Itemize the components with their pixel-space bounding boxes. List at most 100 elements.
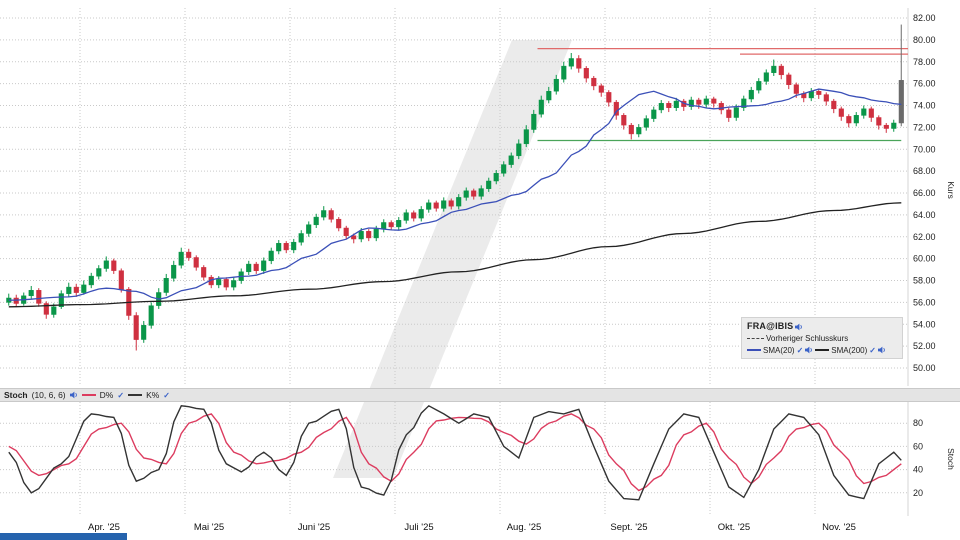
candle-body <box>568 58 574 67</box>
candle-body <box>163 278 169 293</box>
candle-body <box>201 267 207 278</box>
candle-body <box>186 251 192 258</box>
candle-body <box>606 92 612 103</box>
candle-body <box>231 280 237 288</box>
candle-body <box>846 116 852 124</box>
candle-body <box>343 227 349 236</box>
k-label[interactable]: K% <box>146 390 160 400</box>
candle-body <box>261 260 267 271</box>
price-tick-label: 66.00 <box>913 188 936 198</box>
sma20-check-icon[interactable]: ✓ <box>796 345 804 355</box>
candle-body <box>246 263 252 273</box>
candle-body <box>771 65 777 73</box>
sma20-line <box>8 88 902 301</box>
candle-body <box>748 89 754 100</box>
candle-body <box>328 210 334 220</box>
d-label[interactable]: D% <box>99 390 114 400</box>
candle-body <box>516 143 522 157</box>
candle-body <box>651 109 657 119</box>
candle-body <box>28 290 34 297</box>
speaker-icon[interactable] <box>877 346 886 354</box>
candle-body <box>591 77 597 87</box>
candle-body <box>358 231 364 240</box>
d-check-icon[interactable]: ✓ <box>117 390 125 400</box>
stoch-k-line <box>8 404 902 501</box>
x-axis-month-label: Juli '25 <box>404 522 433 533</box>
candle-body <box>456 197 462 207</box>
candle-body <box>576 58 582 69</box>
candle-body <box>621 115 627 126</box>
candle-body <box>673 100 679 108</box>
stoch-plot-area[interactable] <box>0 402 908 516</box>
candle-body <box>486 180 492 189</box>
candle-body <box>216 279 222 286</box>
candle-body <box>396 220 402 228</box>
price-tick-label: 82.00 <box>913 13 936 23</box>
prev-close-label: Vorheriger Schlusskurs <box>766 334 849 344</box>
candle-body <box>741 98 747 108</box>
speaker-icon[interactable] <box>795 323 803 331</box>
stoch-params: (10, 6, 6) <box>31 390 66 400</box>
candle-body <box>388 222 394 228</box>
sma20-line-sample <box>747 349 761 352</box>
price-tick-label: 50.00 <box>913 363 936 373</box>
candle-body <box>523 129 529 145</box>
candle-body <box>613 101 619 116</box>
candle-body <box>583 68 589 79</box>
sma200-line-sample <box>815 349 830 352</box>
candle-body <box>838 108 844 117</box>
candle-body <box>283 243 289 251</box>
instrument-symbol: FRA@IBIS <box>747 321 794 331</box>
sma200-label[interactable]: SMA(200) <box>831 345 868 355</box>
candle-body <box>891 122 897 129</box>
price-tick-label: 52.00 <box>913 341 936 351</box>
candle-body <box>688 99 694 107</box>
price-tick-label: 70.00 <box>913 144 936 154</box>
candle-body <box>88 275 94 286</box>
stoch-tick-label: 40 <box>913 465 923 475</box>
candle-body <box>553 78 559 92</box>
candle-body <box>493 173 499 182</box>
candle-body <box>73 286 79 293</box>
price-tick-label: 60.00 <box>913 254 936 264</box>
candle-body <box>883 124 889 129</box>
candle-body <box>823 94 829 102</box>
price-tick-label: 74.00 <box>913 101 936 111</box>
candle-body <box>471 190 477 197</box>
candle-body <box>178 251 184 266</box>
sma20-label[interactable]: SMA(20) <box>763 345 795 355</box>
sma200-check-icon[interactable]: ✓ <box>869 345 876 355</box>
candle-body <box>696 99 702 105</box>
candle-body <box>433 202 439 209</box>
candle-body <box>133 315 139 340</box>
candle-body <box>763 72 769 82</box>
price-tick-label: 56.00 <box>913 297 936 307</box>
candle-body <box>876 117 882 126</box>
candle-body <box>366 231 372 239</box>
candle-body <box>636 127 642 135</box>
candle-body <box>448 200 454 207</box>
price-tick-label: 72.00 <box>913 122 936 132</box>
candle-body <box>336 218 342 229</box>
candle-body <box>778 65 784 76</box>
speaker-icon[interactable] <box>805 346 813 354</box>
candle-body <box>786 74 792 85</box>
x-axis-month-label: Apr. '25 <box>88 522 120 533</box>
price-tick-label: 64.00 <box>913 210 936 220</box>
candle-body <box>268 250 274 262</box>
price-tick-label: 76.00 <box>913 79 936 89</box>
candle-body <box>658 103 664 111</box>
stoch-panel-header: Stoch (10, 6, 6) D% ✓ K% ✓ <box>0 388 960 402</box>
candle-body <box>441 200 447 209</box>
x-axis-month-label: Sept. '25 <box>610 522 647 533</box>
candle-body <box>508 155 514 165</box>
candle-body <box>313 216 319 226</box>
k-check-icon[interactable]: ✓ <box>163 390 170 400</box>
candle-body <box>103 260 109 269</box>
speaker-icon[interactable] <box>69 391 78 399</box>
x-axis-month-label: Okt. '25 <box>718 522 750 533</box>
candle-body <box>306 224 312 234</box>
candle-body <box>171 264 177 279</box>
candle-body <box>598 85 604 93</box>
